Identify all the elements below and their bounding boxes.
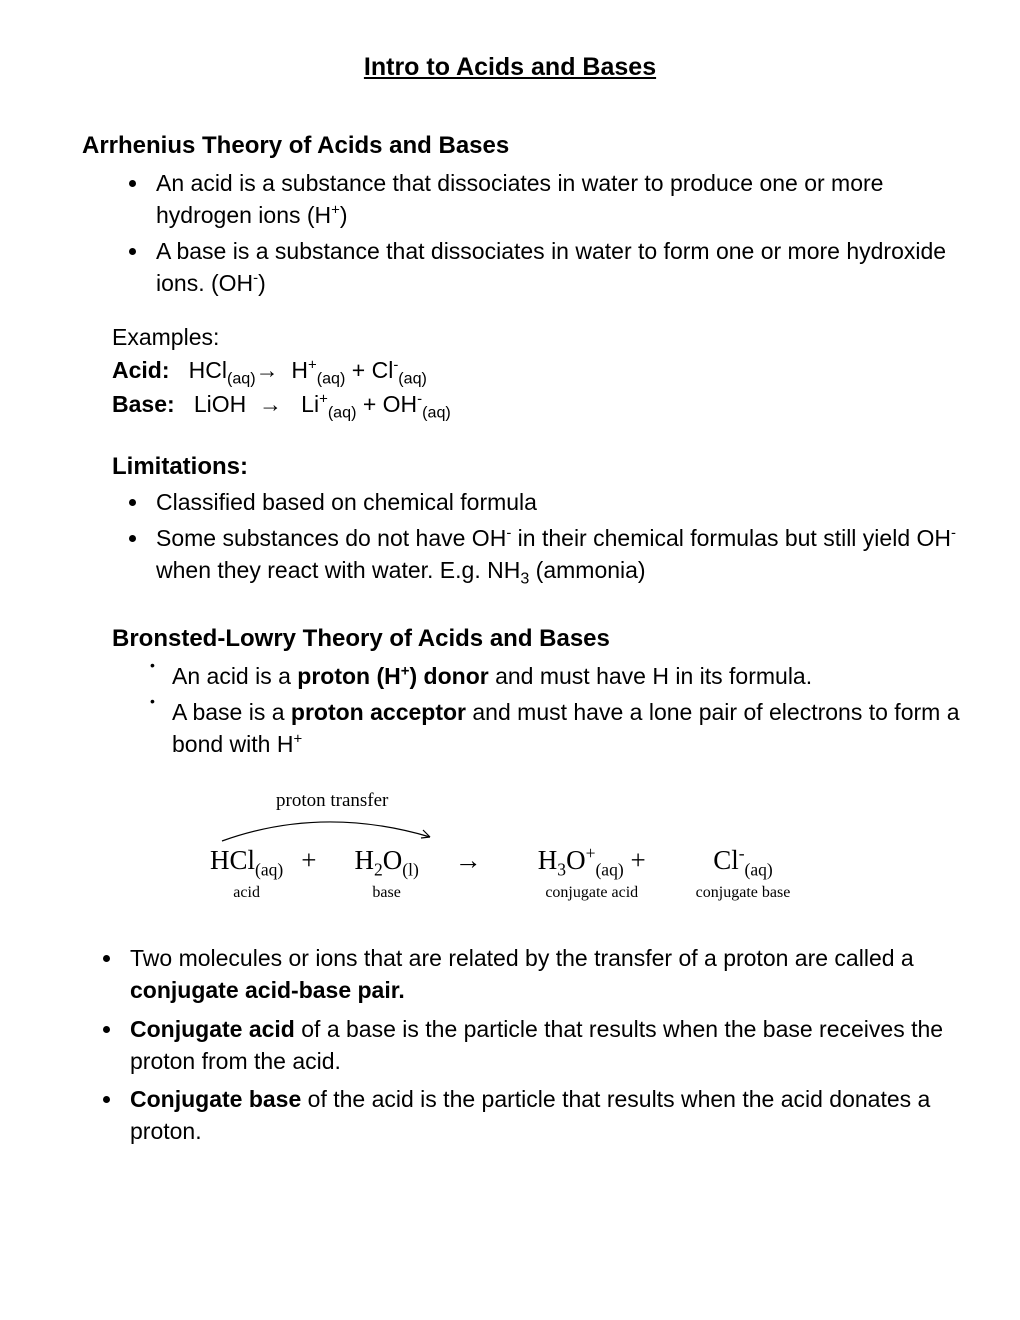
text: and must have H in its formula. [489, 663, 812, 689]
arrhenius-heading: Arrhenius Theory of Acids and Bases [82, 129, 960, 163]
final-list: Two molecules or ions that are related b… [124, 942, 960, 1147]
proton-transfer-label: proton transfer [276, 788, 960, 815]
curved-arrow-icon [202, 813, 462, 845]
superscript: + [331, 201, 340, 218]
list-item: Two molecules or ions that are related b… [124, 942, 960, 1006]
arrow-symbol: → [419, 847, 518, 874]
base-equation: Base: LiOH → Li+(aq) + OH-(aq) [112, 388, 960, 420]
bold-text: proton (H+) donor [297, 663, 488, 689]
bold-text: Conjugate acid [130, 1016, 295, 1042]
page-title: Intro to Acids and Bases [60, 50, 960, 85]
list-item: Some substances do not have OH - in their… [150, 522, 960, 586]
species-hcl: HCl(aq) acid [210, 847, 283, 904]
bronsted-heading: Bronsted-Lowry Theory of Acids and Bases [112, 622, 960, 656]
superscript: - [951, 524, 956, 541]
list-item: A base is a proton acceptor and must hav… [150, 696, 960, 760]
bronsted-list: An acid is a proton (H+) donor and must … [150, 660, 960, 761]
text: An acid is a substance that dissociates … [156, 170, 883, 228]
limitations-list: Classified based on chemical formula Som… [150, 486, 960, 587]
list-item: A base is a substance that dissociates i… [150, 235, 960, 299]
bold-text: conjugate acid-base pair. [130, 977, 405, 1003]
text: A base is a [172, 699, 291, 725]
plus-symbol: + [283, 847, 334, 874]
superscript: + [293, 730, 302, 747]
text: Two molecules or ions that are related b… [130, 945, 914, 971]
list-item: Conjugate acid of a base is the particle… [124, 1013, 960, 1077]
acid-equation: Acid: HCl(aq)→ H+(aq) + Cl-(aq) [112, 354, 960, 386]
limitations-heading: Limitations: [112, 450, 960, 484]
text: when they react with water. E.g. NH [156, 557, 520, 583]
reaction-row: HCl(aq) acid + H2O(l) base → H3O+(aq) + … [210, 847, 960, 904]
bold-text: proton acceptor [291, 699, 466, 725]
list-item: Conjugate base of the acid is the partic… [124, 1083, 960, 1147]
text: Some substances do not have OH [156, 525, 506, 551]
text: (ammonia) [529, 557, 645, 583]
subscript: 3 [520, 569, 529, 587]
list-item: Classified based on chemical formula [150, 486, 960, 518]
base-label: Base: [112, 391, 175, 417]
list-item: An acid is a substance that dissociates … [150, 167, 960, 231]
list-item: An acid is a proton (H+) donor and must … [150, 660, 960, 692]
species-h2o: H2O(l) base [354, 847, 418, 904]
reaction-diagram: proton transfer HCl(aq) acid + H2O(l) ba… [210, 788, 960, 904]
arrhenius-list: An acid is a substance that dissociates … [150, 167, 960, 300]
examples-label: Examples: [112, 321, 960, 353]
text: in their chemical formulas but still yie… [511, 525, 951, 551]
acid-label: Acid: [112, 357, 170, 383]
text: ) [340, 202, 348, 228]
species-h3o: H3O+(aq) + conjugate acid [538, 847, 646, 904]
examples-block: Examples: Acid: HCl(aq)→ H+(aq) + Cl-(aq… [112, 321, 960, 420]
text: An acid is a [172, 663, 297, 689]
text: A base is a substance that dissociates i… [156, 238, 946, 296]
text: ) [258, 270, 266, 296]
bold-text: Conjugate base [130, 1086, 301, 1112]
species-cl: Cl-(aq) conjugate base [696, 847, 791, 904]
